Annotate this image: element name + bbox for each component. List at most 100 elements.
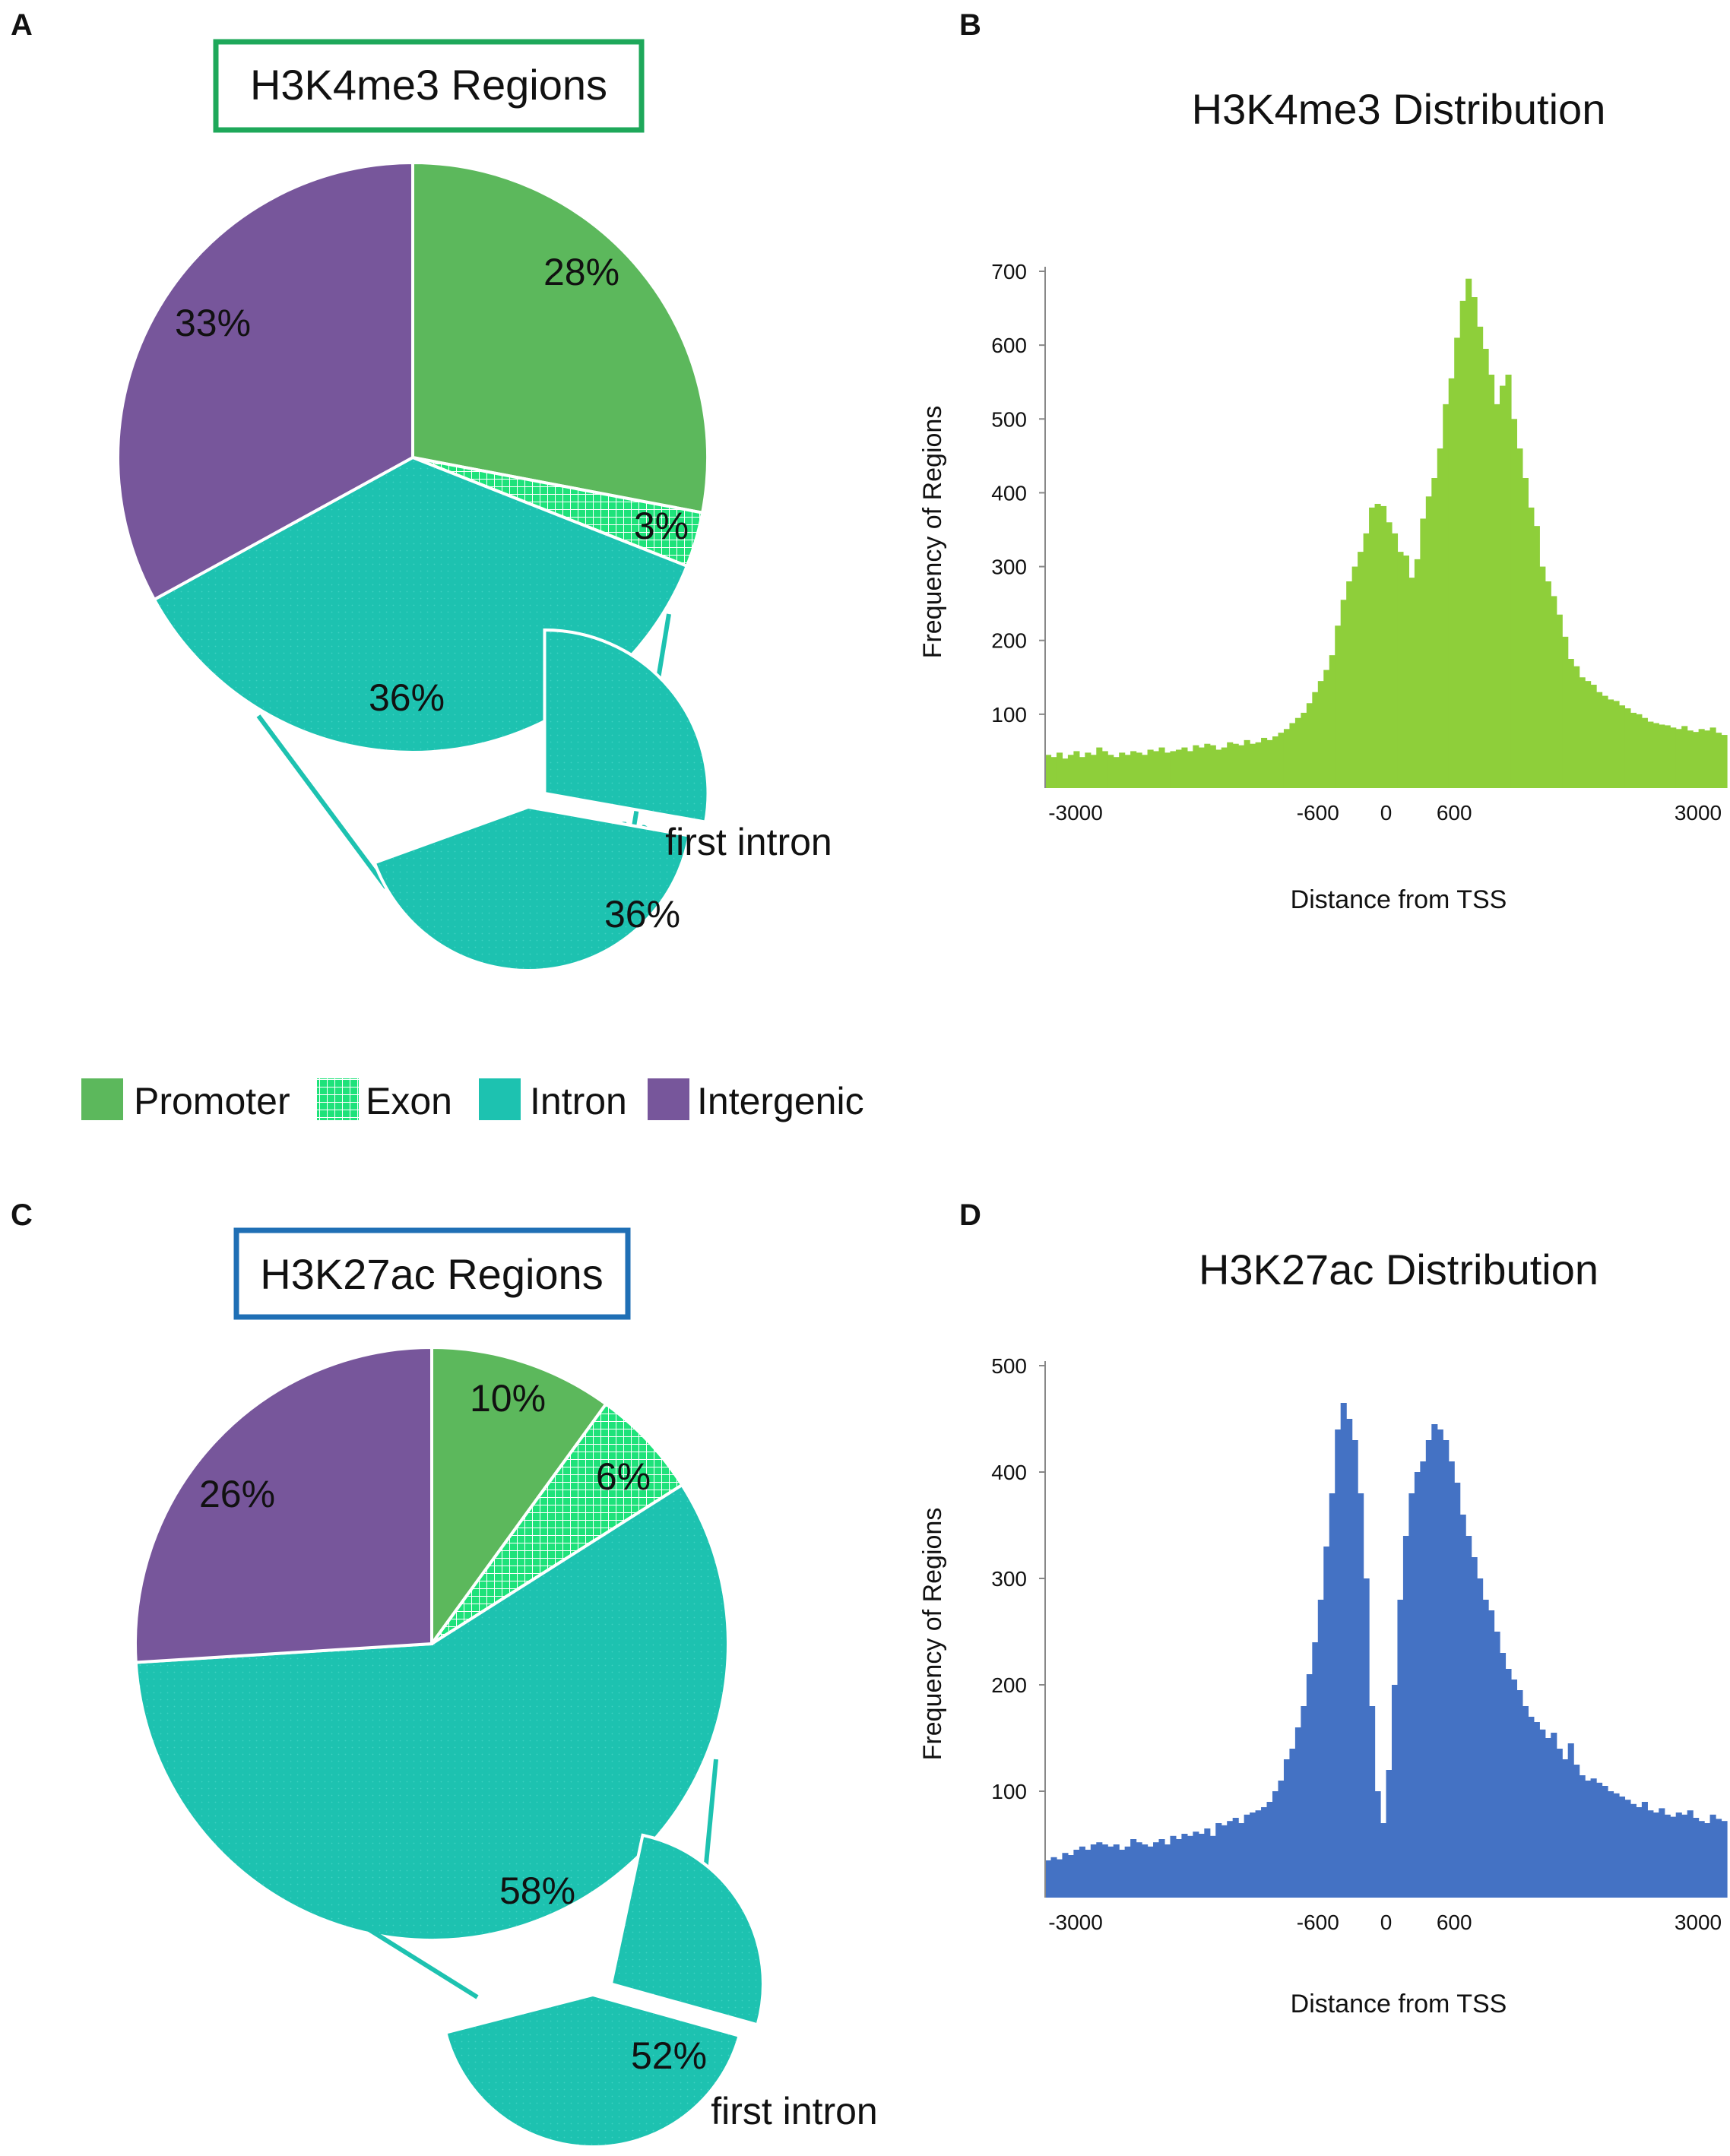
pie-a-label-intron: 36%	[369, 676, 445, 719]
hist-bar	[1414, 559, 1421, 788]
pie-c-inset-caption: first intron	[711, 2090, 878, 2132]
hist-bar	[1687, 1810, 1694, 1898]
pie-a-inset-rest	[372, 805, 692, 972]
hist-bar	[1374, 1791, 1381, 1898]
hist-bar	[1437, 1429, 1443, 1898]
y-tick-label: 500	[991, 1354, 1027, 1378]
hist-bar	[1113, 1844, 1120, 1898]
hist-bar	[1408, 1493, 1415, 1898]
hist-bar	[1346, 1419, 1353, 1898]
hist-bar	[1369, 1706, 1376, 1898]
hist-bar	[1215, 749, 1222, 788]
hist-bar	[1698, 729, 1705, 788]
hist-bar	[1283, 729, 1291, 788]
hist-bar	[1488, 375, 1495, 788]
hist-bar	[1596, 692, 1603, 788]
hist-bar	[1255, 742, 1262, 788]
hist-bar	[1170, 751, 1177, 788]
hist-bar	[1659, 724, 1665, 788]
pie-chart-a: 28% 3% 36% 33%	[116, 160, 709, 754]
hist-bar	[1266, 739, 1273, 788]
hist-bar	[1147, 1846, 1154, 1898]
hist-bar	[1056, 752, 1063, 788]
hist-bar	[1306, 703, 1313, 788]
hist-bar	[1317, 681, 1324, 788]
pie-c-slice-promoter	[430, 1345, 609, 1649]
hist-bar	[1630, 1803, 1637, 1898]
y-tick-label: 200	[991, 1673, 1027, 1697]
legend: Promoter Exon Intron Intergenic	[81, 1078, 864, 1122]
hist-bar	[1505, 1669, 1512, 1898]
hist-bar	[1602, 1786, 1608, 1898]
panel-c: C H3K27ac Regions 10% 6% 58% 26% 52% fir…	[11, 1198, 878, 2148]
pie-a-title: H3K4me3 Regions	[250, 61, 607, 109]
hist-bar	[1505, 375, 1512, 788]
hist-bar	[1261, 1807, 1268, 1898]
hist-bar	[1232, 1818, 1239, 1898]
legend-item-promoter: Promoter	[81, 1078, 290, 1122]
hist-bar	[1113, 757, 1120, 788]
hist-bar	[1119, 1850, 1126, 1898]
hist-bar	[1107, 1846, 1114, 1898]
hist-bar	[1704, 1823, 1711, 1898]
hist-bar	[1664, 1814, 1671, 1898]
legend-item-intergenic: Intergenic	[648, 1078, 864, 1122]
hist-bar	[1471, 297, 1478, 788]
hist-bar	[1250, 743, 1256, 788]
hist-bar	[1454, 337, 1461, 788]
hist-bar	[1670, 1816, 1677, 1898]
hist-bar	[1721, 1821, 1728, 1898]
y-tick-label: 300	[991, 556, 1027, 579]
hist-bar	[1636, 1807, 1643, 1898]
hist-bar	[1573, 1765, 1580, 1898]
hist-bar	[1056, 1859, 1063, 1898]
y-tick-label: 500	[991, 407, 1027, 431]
hist-bar	[1659, 1808, 1665, 1898]
pie-c-zoom-line	[338, 1909, 479, 1999]
hist-bar	[1312, 692, 1319, 788]
pie-a-slice-intergenic	[116, 160, 414, 602]
hist-bar	[1681, 726, 1688, 788]
hist-bar	[1232, 743, 1239, 788]
panel-a: A H3K4me3 Regions 28% 3% 36% 33% 36% fir…	[11, 8, 832, 972]
hist-bar	[1130, 1839, 1137, 1898]
hist-bar	[1443, 404, 1450, 788]
hist-bar	[1624, 1800, 1631, 1898]
hist-bar	[1494, 1632, 1500, 1898]
legend-item-intron: Intron	[479, 1078, 627, 1122]
hist-bar	[1539, 1729, 1546, 1898]
hist-bar	[1585, 1781, 1592, 1898]
hist-bar	[1539, 566, 1546, 788]
hist-bar	[1556, 614, 1563, 788]
hist-bar	[1164, 1844, 1171, 1898]
hist-bar	[1675, 729, 1682, 788]
hist-bar	[1301, 712, 1307, 788]
hist-b-ylabel: Frequency of Regions	[918, 406, 947, 659]
hist-bar	[1573, 666, 1580, 788]
hist-bar	[1391, 533, 1399, 788]
y-tick-label: 100	[991, 703, 1027, 727]
hist-bar	[1652, 723, 1659, 788]
hist-bar	[1641, 1802, 1648, 1898]
pie-c-inset-rest	[443, 1993, 742, 2148]
hist-bar	[1085, 1850, 1092, 1898]
hist-b-xlabel: Distance from TSS	[1291, 885, 1507, 914]
hist-bar	[1585, 681, 1592, 788]
hist-bar	[1420, 1461, 1427, 1898]
y-tick-label: 100	[991, 1780, 1027, 1803]
hist-bar	[1397, 552, 1404, 788]
hist-bar	[1414, 1472, 1421, 1898]
legend-label-intergenic: Intergenic	[697, 1080, 864, 1122]
pie-a-inset-caption: first intron	[665, 821, 832, 863]
hist-bar	[1124, 1846, 1131, 1898]
hist-bar	[1477, 1578, 1484, 1898]
hist-bar	[1425, 1440, 1432, 1898]
hist-bar	[1567, 659, 1574, 788]
hist-bar	[1306, 1674, 1313, 1898]
hist-bar	[1215, 1823, 1222, 1898]
hist-bar	[1261, 737, 1268, 788]
hist-bar	[1204, 1828, 1211, 1898]
hist-bar	[1545, 1738, 1551, 1898]
hist-bar	[1142, 1844, 1149, 1898]
hist-bar	[1227, 1821, 1234, 1898]
